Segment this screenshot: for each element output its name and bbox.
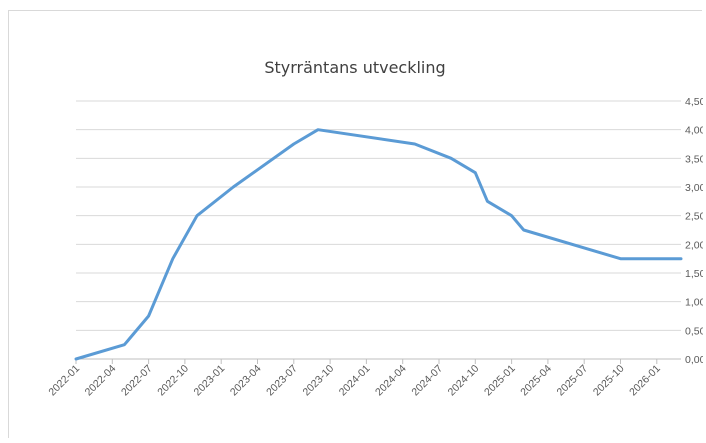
y-tick-label: 3,00 <box>685 182 703 194</box>
line-chart: Styrräntans utveckling 0,00 0,50 1,00 1,50 2… <box>46 58 703 399</box>
x-tick-label: 2024-07 <box>409 363 445 399</box>
y-tick-label: 0,00 <box>685 354 703 366</box>
y-axis-ticks: 0,00 0,50 1,00 1,50 2,00 2,50 3,00 3,50 4,00 4,50 <box>685 96 703 366</box>
x-tick-label: 2022-10 <box>155 363 191 399</box>
x-tick-label: 2022-01 <box>46 363 82 399</box>
x-axis-ticks: 2022-01 2022-04 2022-07 2022-10 2023-01 2023-… <box>46 363 663 399</box>
x-tick-label: 2023-01 <box>192 363 228 399</box>
y-tick-label: 4,50 <box>685 96 703 108</box>
x-tick-label: 2026-01 <box>627 363 663 399</box>
y-tick-label: 4,00 <box>685 125 703 137</box>
x-tick-label: 2024-04 <box>373 363 409 399</box>
x-tick-label: 2022-04 <box>83 363 119 399</box>
x-tick-label: 2025-04 <box>518 363 554 399</box>
y-tick-label: 0,50 <box>685 325 703 337</box>
y-tick-label: 1,50 <box>685 268 703 280</box>
x-tick-label: 2024-01 <box>337 363 373 399</box>
chart-frame: Styrräntans utveckling 0,00 0,50 1,00 1,50 2… <box>8 10 703 438</box>
gridlines <box>76 100 681 331</box>
x-tick-label: 2024-10 <box>446 363 482 399</box>
y-tick-label: 2,50 <box>685 211 703 223</box>
x-tick-label: 2023-10 <box>300 363 336 399</box>
chart-title: Styrräntans utveckling <box>264 58 445 77</box>
y-tick-label: 2,00 <box>685 239 703 251</box>
x-tick-label: 2023-04 <box>228 363 264 399</box>
x-tick-label: 2025-01 <box>482 363 518 399</box>
x-tick-label: 2025-10 <box>591 363 627 399</box>
y-tick-label: 3,50 <box>685 153 703 165</box>
x-axis <box>75 358 681 364</box>
x-tick-label: 2025-07 <box>555 363 591 399</box>
series-line <box>74 128 683 361</box>
x-tick-label: 2023-07 <box>264 363 300 399</box>
series-layer <box>74 128 683 361</box>
y-tick-label: 1,00 <box>685 297 703 309</box>
x-tick-label: 2022-07 <box>119 363 155 399</box>
